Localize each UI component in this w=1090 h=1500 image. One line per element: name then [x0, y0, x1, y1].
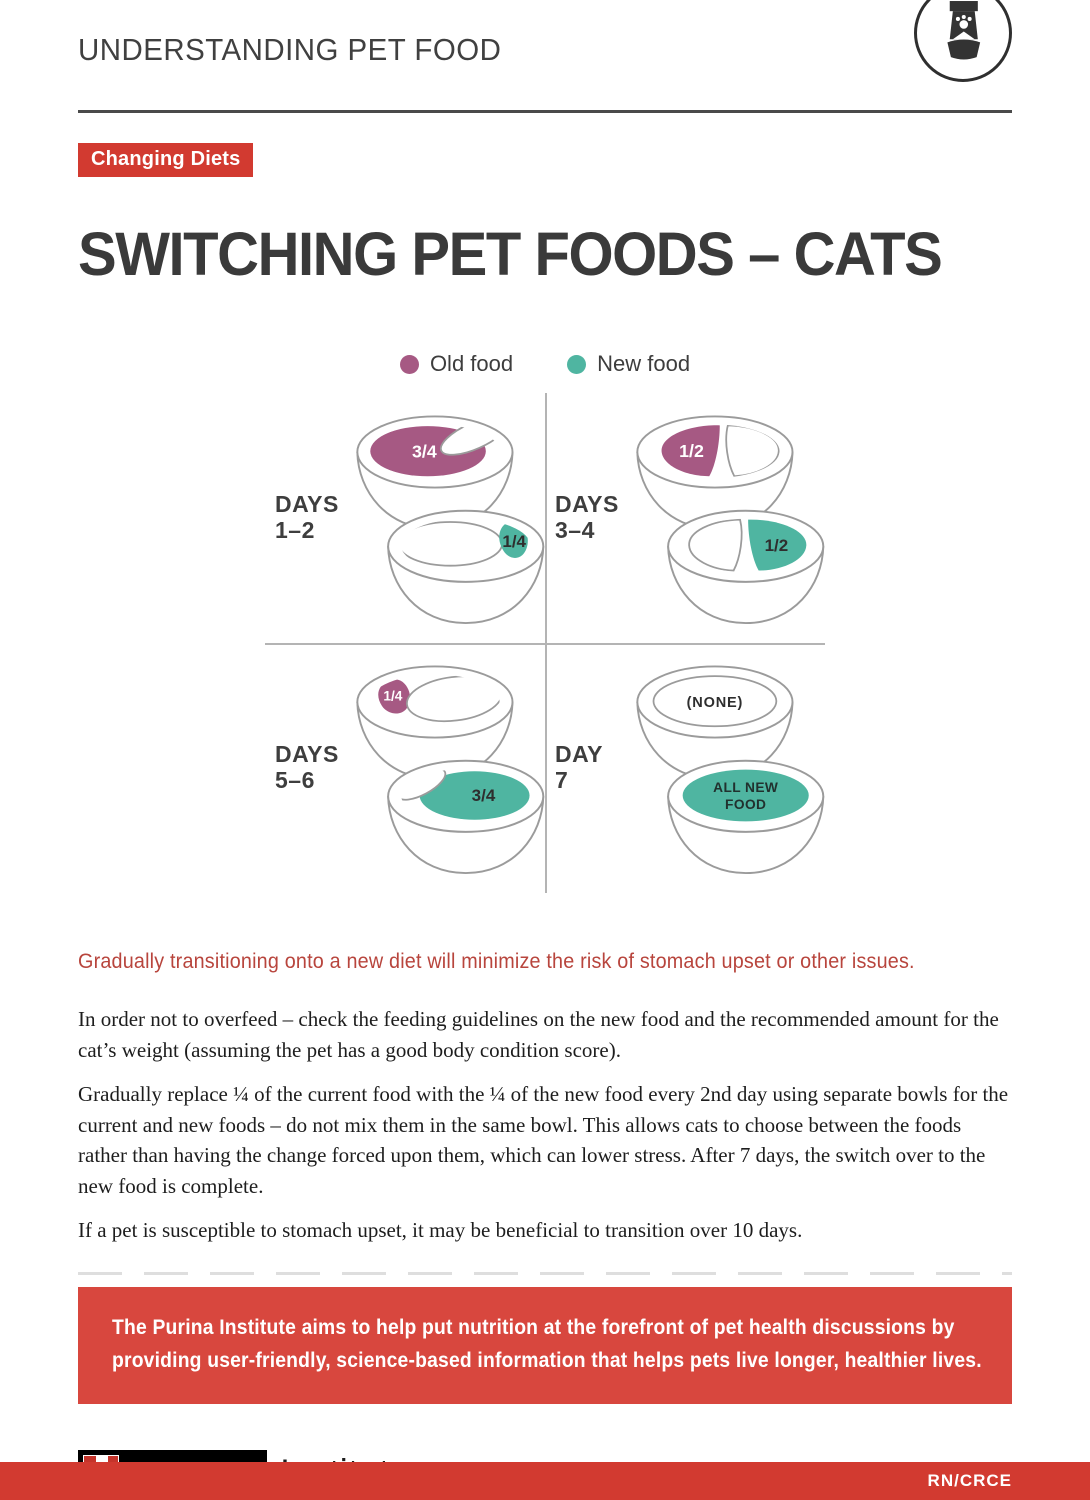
new-food-portion — [419, 770, 530, 820]
quadrant-label-word: DAYS — [555, 491, 619, 518]
none-label: (NONE) — [687, 694, 744, 710]
quadrant-label-range: 1–2 — [275, 517, 315, 543]
quadrant-label: DAYS 1–2 — [275, 491, 341, 544]
fraction-label: 1/4 — [502, 532, 526, 551]
legend: Old food New food — [78, 351, 1012, 377]
quadrant-days-1-2: DAYS 1–2 3/4 — [265, 393, 545, 643]
quadrant-label-word: DAYS — [275, 491, 339, 518]
pet-food-icon-graphic — [947, 1, 981, 60]
empty-portion — [406, 674, 500, 722]
empty-bowl: (NONE) — [636, 664, 794, 780]
new-food-bowl: ALL NEW FOOD — [667, 759, 825, 874]
highlight-statement: Gradually transitioning onto a new diet … — [78, 949, 915, 973]
all-new-food-label: ALL NEW — [713, 780, 778, 795]
grid-horizontal-divider — [265, 643, 825, 645]
purina-institute-banner: The Purina Institute aims to help put nu… — [78, 1287, 1012, 1405]
legend-label: Old food — [429, 351, 514, 376]
bowls-days-5-6: 1/4 3/4 — [356, 664, 545, 874]
legend-label: New food — [597, 351, 691, 376]
new-food-bowl: 1/4 — [387, 509, 545, 624]
header-title: UNDERSTANDING PET FOOD — [78, 32, 502, 67]
quadrant-days-5-6: DAYS 5–6 1/4 — [265, 643, 545, 893]
new-food-dot-icon — [567, 354, 587, 374]
footer-code: RN/CRCE — [927, 1471, 1012, 1490]
new-food-bowl: 1/2 — [667, 509, 825, 624]
empty-portion — [688, 518, 743, 571]
header-divider — [78, 110, 1012, 113]
paragraph: In order not to overfeed – check the fee… — [78, 1007, 999, 1062]
quadrant-label: DAY 7 — [555, 741, 621, 794]
old-food-dot-icon — [399, 354, 419, 374]
new-food-portion — [682, 769, 809, 821]
old-food-bowl: 1/2 — [636, 414, 794, 530]
legend-item-new-food: New food — [567, 351, 690, 377]
dashed-divider — [78, 1272, 1012, 1276]
banner-text: The Purina Institute aims to help put nu… — [112, 1312, 982, 1377]
old-food-bowl: 1/4 — [356, 664, 514, 780]
all-new-food-label: FOOD — [725, 797, 766, 812]
bowls-day-7: (NONE) ALL NEW FOOD — [636, 664, 825, 874]
fraction-label: 1/2 — [765, 536, 789, 555]
quadrant-day-7: DAY 7 (NONE) ALL NEW FOOD — [545, 643, 825, 893]
fraction-label: 1/4 — [383, 688, 402, 703]
quadrant-days-3-4: DAYS 3–4 1/2 — [545, 393, 825, 643]
banner-line: The Purina Institute aims to help put nu… — [112, 1316, 955, 1340]
quadrant-label-word: DAY — [555, 741, 603, 768]
bowls-days-3-4: 1/2 1/2 — [636, 414, 825, 624]
banner-line: providing user-friendly, science-based i… — [112, 1348, 982, 1372]
quadrant-label-range: 7 — [555, 767, 569, 793]
quadrant-label-range: 3–4 — [555, 517, 595, 543]
paw-toe — [955, 16, 960, 21]
new-food-portion — [748, 519, 807, 571]
food-mound — [952, 31, 975, 40]
old-food-portion — [378, 678, 411, 714]
bowls-days-1-2: 3/4 1/4 — [356, 414, 545, 624]
fraction-label: 3/4 — [472, 786, 496, 805]
fraction-label: 3/4 — [412, 441, 437, 461]
paw-toe — [961, 14, 966, 20]
section-badge: Changing Diets — [78, 143, 254, 177]
quadrant-label-word: DAYS — [275, 741, 339, 768]
new-food-bowl: 3/4 — [387, 759, 545, 874]
body-copy: In order not to overfeed – check the fee… — [78, 1004, 1012, 1246]
old-food-portion — [661, 424, 720, 476]
pet-bowl — [947, 39, 981, 60]
empty-portion — [652, 674, 778, 727]
page-title: SWITCHING PET FOODS – CATS — [78, 220, 943, 288]
paragraph: If a pet is susceptible to stomach upset… — [78, 1218, 803, 1243]
paw-toe — [967, 16, 972, 21]
paw-pad — [959, 20, 969, 29]
paragraph: Gradually replace ¼ of the current food … — [78, 1081, 1009, 1199]
legend-item-old-food: Old food — [399, 351, 514, 377]
quadrant-label-range: 5–6 — [275, 767, 315, 793]
page-header: UNDERSTANDING PET FOOD — [78, 0, 1012, 110]
quadrant-label: DAYS 5–6 — [275, 741, 341, 794]
old-food-bowl: 3/4 — [356, 414, 514, 530]
bag-top — [949, 1, 978, 12]
transition-diagram: DAYS 1–2 3/4 — [265, 393, 825, 893]
pet-food-bag-bowl-icon — [914, 0, 1012, 82]
quadrant-label: DAYS 3–4 — [555, 491, 621, 544]
footer-bar: RN/CRCE — [0, 1462, 1090, 1500]
fraction-label: 1/2 — [679, 440, 704, 460]
